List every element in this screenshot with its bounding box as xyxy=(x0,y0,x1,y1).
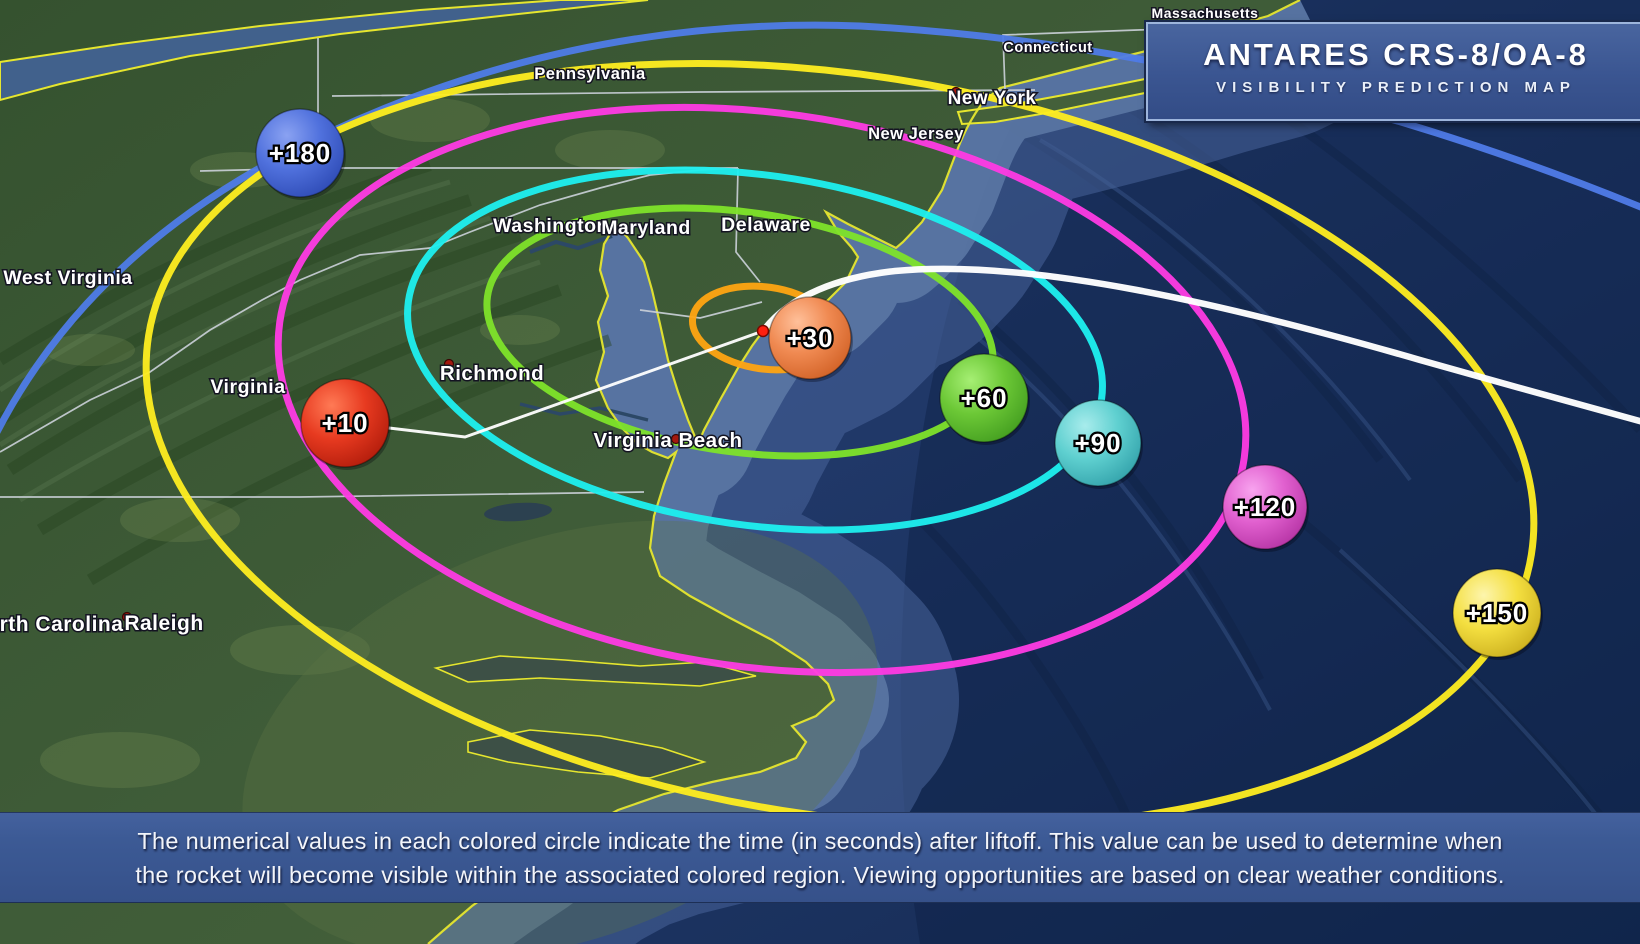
map-label-delaware: Delaware xyxy=(721,214,811,236)
time-badge-label: +10 xyxy=(321,408,368,438)
map-label-raleigh: Raleigh xyxy=(124,612,203,635)
rocket-trajectory-line xyxy=(759,265,1640,425)
albemarle-sound xyxy=(433,655,757,687)
time-badge-plus-180: +180 xyxy=(255,108,346,200)
city-dot-new-york xyxy=(950,86,962,98)
title-panel: ANTARES CRS-8/OA-8 VISIBILITY PREDICTION… xyxy=(1146,22,1640,121)
time-badge-label: +120 xyxy=(1234,492,1297,522)
map-label-massachusetts: Massachusetts xyxy=(1152,5,1259,21)
map-label-richmond: Richmond xyxy=(440,362,544,385)
map-label-north-carolina: North Carolina xyxy=(0,613,123,636)
place-labels: Massachusetts Connecticut New York New Jers… xyxy=(0,4,1259,638)
city-dot-richmond xyxy=(443,358,455,370)
coastline-outline xyxy=(427,0,1301,944)
time-badge-plus-90: +90 xyxy=(1054,399,1143,489)
kerr-lake xyxy=(484,502,552,522)
time-badge-plus-30: +30 xyxy=(768,296,853,382)
map-label-west-virginia: West Virginia xyxy=(3,267,132,289)
lake-ontario xyxy=(0,0,649,102)
time-badges: +10 +30 +60 +90 +120 +150 +180 xyxy=(255,108,1543,660)
mountain-ridges xyxy=(0,159,612,586)
time-badge-label: +150 xyxy=(1466,598,1529,628)
time-badge-label: +90 xyxy=(1074,428,1121,458)
potomac-river xyxy=(529,234,613,254)
ring-plus-150 xyxy=(142,60,1538,830)
time-badge-plus-150: +150 xyxy=(1452,568,1543,660)
map-label-new-jersey: New Jersey xyxy=(868,125,964,143)
map-label-pennsylvania: Pennsylvania xyxy=(534,65,646,83)
city-dots xyxy=(121,86,962,623)
time-badge-label: +180 xyxy=(269,138,332,168)
map-label-virginia-beach: Virginia Beach xyxy=(593,429,742,452)
time-badge-label: +60 xyxy=(960,383,1007,413)
mainland xyxy=(0,0,1300,944)
map-subtitle: VISIBILITY PREDICTION MAP xyxy=(1216,79,1576,96)
map-label-maryland: Maryland xyxy=(601,217,691,239)
city-dot-raleigh xyxy=(121,611,133,623)
launch-site-marker xyxy=(756,324,770,338)
time-badge-plus-10: +10 xyxy=(300,378,391,470)
ring-plus-120 xyxy=(274,103,1250,677)
time-badge-plus-120: +120 xyxy=(1222,464,1309,552)
caption-line-2: the rocket will become visible within th… xyxy=(135,862,1505,888)
map-label-washington: Washington xyxy=(493,215,609,237)
caption-panel: The numerical values in each colored cir… xyxy=(0,812,1640,903)
map-label-new-york: New York xyxy=(948,88,1037,109)
map-label-connecticut: Connecticut xyxy=(1003,40,1092,56)
time-badge-plus-60: +60 xyxy=(939,353,1030,445)
map-label-virginia: Virginia xyxy=(210,376,285,398)
ring-plus-90 xyxy=(404,166,1106,534)
mission-title: ANTARES CRS-8/OA-8 xyxy=(1203,37,1589,72)
time-badge-label: +30 xyxy=(786,323,833,353)
city-dot-virginia-beach xyxy=(670,433,682,445)
plus10-leader-line xyxy=(387,329,765,439)
caption-line-1: The numerical values in each colored cir… xyxy=(137,828,1503,854)
